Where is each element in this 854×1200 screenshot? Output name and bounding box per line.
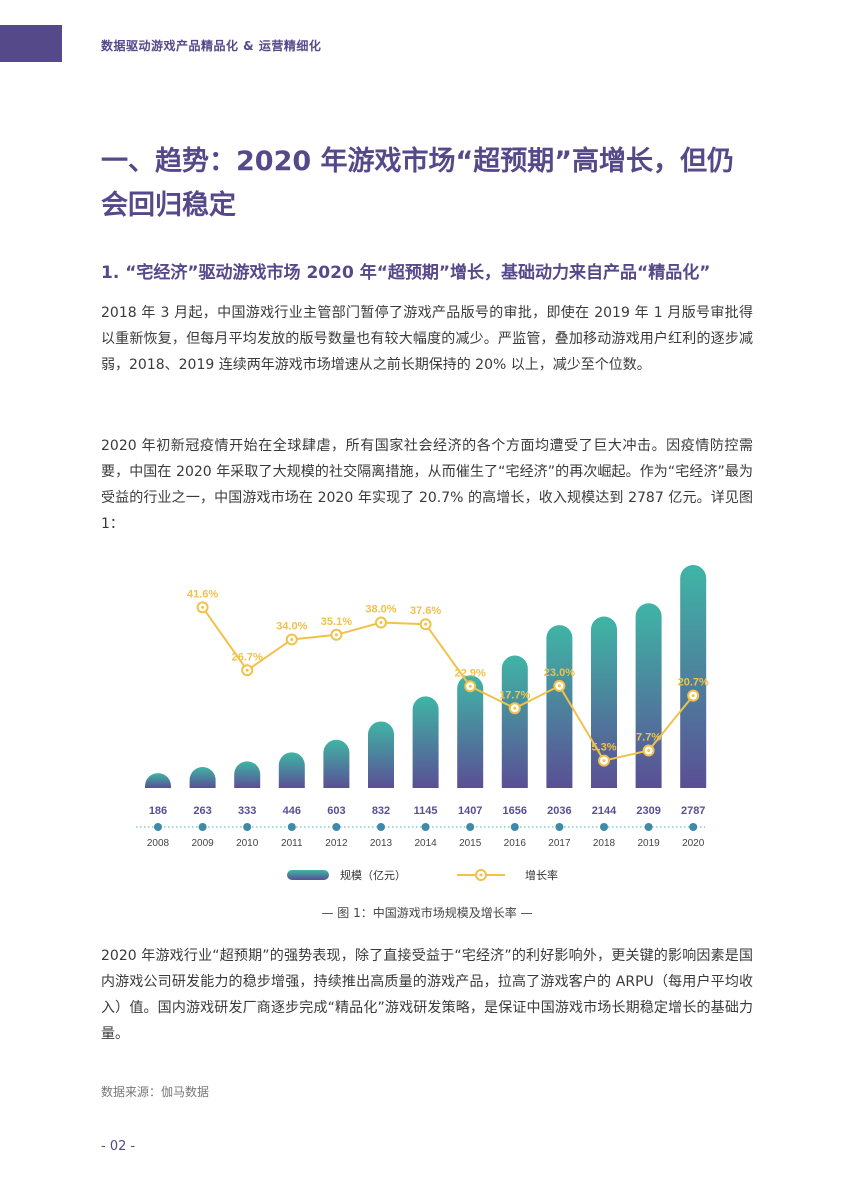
year-tick-label: 2014 [414,838,437,849]
legend-line-label: 增长率 [525,868,558,882]
axis-marker [555,823,564,831]
growth-point-dot [334,633,338,637]
page-number: - 02 - [101,1139,136,1154]
growth-point-dot [468,684,472,688]
growth-label: 5.3% [591,742,616,754]
paragraph-1: 2018 年 3 月起，中国游戏行业主管部门暂停了游戏产品版号的审批，即使在 2… [101,305,753,373]
year-tick-label: 2016 [504,838,527,849]
paragraph-2: 2020 年初新冠疫情开始在全球肆虐，所有国家社会经济的各个方面均遭受了巨大冲击… [101,438,753,532]
bar-2011 [278,752,305,788]
axis-marker [466,823,475,831]
axis-marker [421,823,430,831]
bar-value-label: 1407 [458,805,482,817]
bar-2016 [501,655,528,788]
growth-label: 38.0% [365,604,396,616]
growth-point-dot [424,622,428,626]
bar-2014 [412,696,439,788]
growth-label: 35.1% [321,616,352,628]
year-tick-label: 2017 [548,838,571,849]
growth-point-dot [201,605,205,609]
legend-bar-swatch [287,870,329,880]
bar-value-label: 333 [238,805,256,817]
growth-label: 22.9% [455,667,486,679]
axis-marker [644,823,653,831]
bar-value-label: 186 [149,805,167,817]
legend-bar-label: 规模（亿元） [340,868,406,882]
axis-marker [243,823,252,831]
growth-line [201,606,694,762]
bar-value-label: 603 [327,805,345,817]
bar-value-label: 2787 [681,805,705,817]
running-header: 数据驱动游戏产品精品化 & 运营精细化 [101,39,322,53]
data-source: 数据来源：伽马数据 [101,1085,210,1099]
growth-point-dot [557,684,561,688]
growth-label: 17.7% [499,689,530,701]
bar-value-label: 1656 [503,805,527,817]
bar-value-label: 446 [283,805,301,817]
year-tick-label: 2008 [147,838,170,849]
header-accent-block [0,25,62,62]
bar-2017 [546,625,573,788]
axis-marker [510,823,519,831]
year-tick-label: 2019 [637,838,660,849]
bar-2020 [680,565,707,788]
growth-label: 34.0% [276,620,307,632]
growth-point-dot [245,668,249,672]
section-heading: 1. “宅经济”驱动游戏市场 2020 年“超预期”增长，基础动力来自产品“精品… [101,263,711,283]
growth-point-dot [691,694,695,698]
bar-2018 [591,616,617,788]
page-title: 一、趋势：2020 年游戏市场“超预期”高增长，但仍会回归稳定 [101,146,735,221]
bar-value-label: 2309 [636,805,660,817]
axis-marker [600,823,608,831]
year-tick-label: 2012 [325,838,348,849]
axis-marker [689,823,698,831]
legend-line-marker-dot [479,873,483,877]
bar-value-label: 2144 [592,805,617,817]
axis-marker [198,823,207,831]
year-tick-label: 2015 [459,838,482,849]
bar-value-label: 263 [193,805,211,817]
growth-point-dot [290,637,294,641]
bar-2019 [635,603,662,788]
growth-point-dot [513,706,517,710]
growth-label: 20.7% [678,677,709,689]
axis-marker [332,823,341,831]
bar-2012 [323,739,350,788]
growth-label: 37.6% [410,605,441,617]
bar-2008 [145,773,171,788]
axis-marker [287,823,296,831]
growth-label: 23.0% [544,667,575,679]
bar-value-label: 1145 [414,805,438,817]
axis-marker [154,823,162,831]
growth-point-dot [379,621,383,625]
paragraph-3: 2020 年游戏行业“超预期”的强势表现，除了直接受益于“宅经济”的利好影响外，… [101,948,753,1042]
growth-point-dot [602,759,606,763]
growth-label: 41.6% [187,588,218,600]
growth-label: 26.7% [232,651,263,663]
year-tick-label: 2020 [682,838,705,849]
bar-value-label: 832 [372,805,390,817]
year-tick-label: 2013 [370,838,393,849]
year-tick-label: 2010 [236,838,259,849]
figure-caption: — 图 1：中国游戏市场规模及增长率 — [321,906,533,920]
year-tick-label: 2011 [281,838,303,849]
bar-value-label: 2036 [547,805,571,817]
growth-label: 7.7% [636,731,661,743]
axis-marker [377,823,385,831]
bar-2013 [368,721,394,788]
bar-2015 [457,675,484,788]
year-tick-label: 2009 [191,838,214,849]
bar-2010 [234,761,261,788]
year-tick-label: 2018 [593,838,616,849]
growth-point-dot [647,748,651,752]
bar-2009 [189,766,216,788]
market-size-chart: 41.6% 26.7% 34.0% 35.1% 38.0% 37.6% 22.9% 17.7%… [136,565,709,882]
